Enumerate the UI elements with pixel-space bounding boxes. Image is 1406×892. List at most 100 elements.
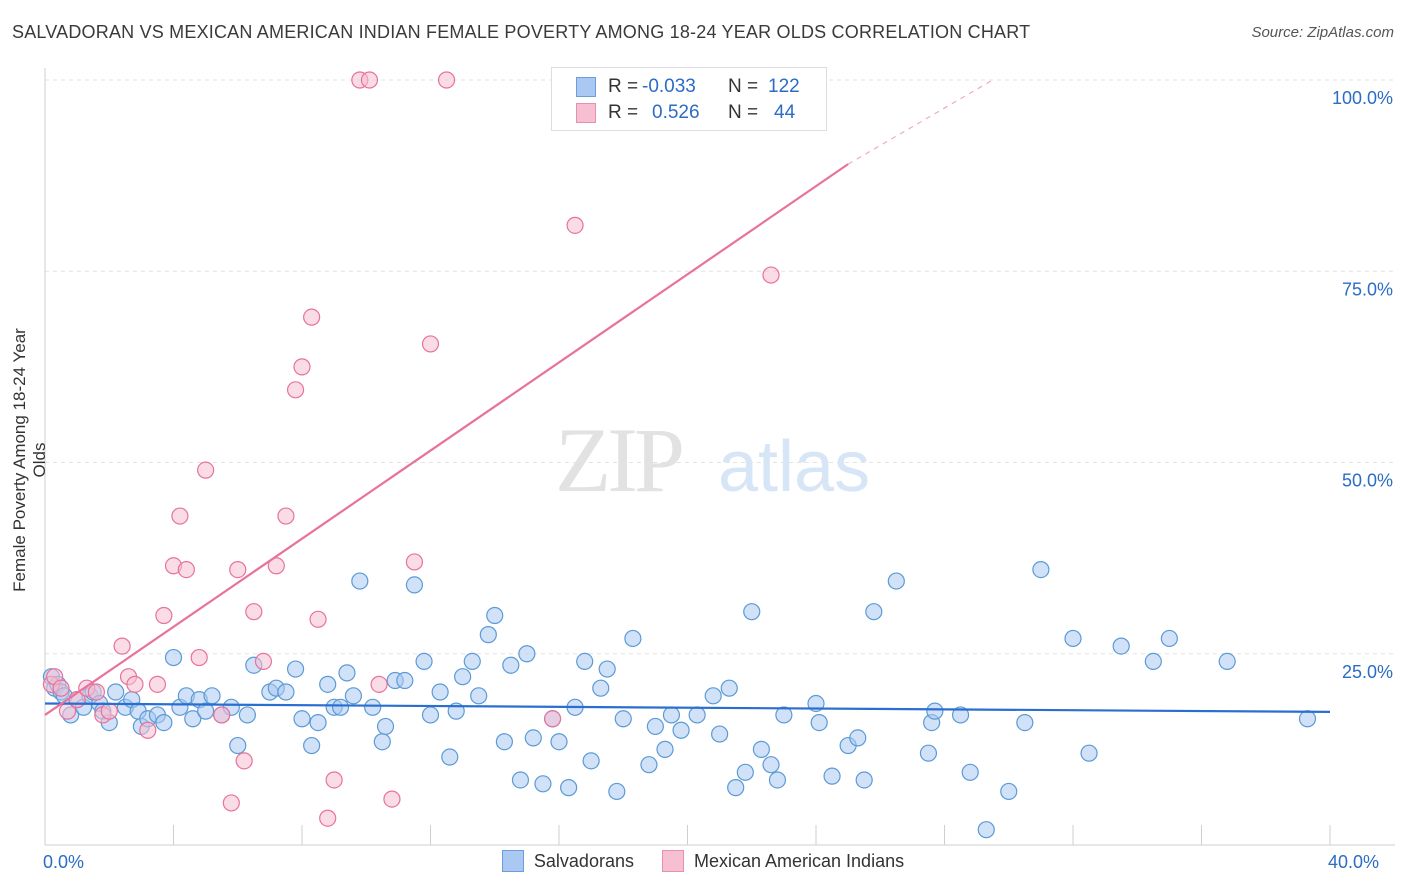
stats-row-mexican-american-indians: R = 0.526 N = 44	[576, 100, 795, 126]
salvadorans-point	[1016, 713, 1034, 732]
legend-item-salvadorans[interactable]: Salvadorans	[501, 850, 634, 872]
mexican-american-indians-swatch	[576, 103, 596, 123]
mexican-american-indians-point	[222, 794, 240, 812]
salvadorans-point	[309, 713, 327, 732]
salvadorans-point	[373, 733, 391, 751]
salvadorans-point	[338, 664, 356, 682]
salvadorans-point	[865, 603, 883, 621]
y-tick-label: 75.0%	[1342, 279, 1393, 299]
mexican-american-indians-point	[309, 610, 327, 628]
salvadorans-point	[107, 683, 125, 701]
mexican-american-indians-point	[762, 266, 780, 284]
salvadorans-point	[511, 771, 530, 789]
mexican-american-indians-point	[277, 507, 295, 525]
mexican-american-indians-point	[113, 637, 131, 655]
salvadorans-point	[1112, 637, 1130, 655]
salvadorans-point	[736, 763, 754, 781]
salvadorans-point	[197, 702, 215, 720]
mexican-american-indians-point	[229, 560, 247, 579]
y-axis-label: Female Poverty Among 18-24 Year Olds	[10, 328, 49, 592]
mexican-american-indians-point	[566, 216, 584, 234]
n-value: 44	[774, 102, 796, 123]
n-label: N =	[728, 76, 759, 97]
salvadorans-point	[1000, 782, 1018, 801]
salvadorans-point	[518, 645, 536, 663]
salvadorans-point	[762, 756, 780, 774]
grid-lines	[45, 79, 1395, 655]
r-value: -0.033	[642, 76, 696, 97]
watermark-zip: ZIP	[555, 409, 682, 511]
salvadorans-point	[1080, 744, 1098, 762]
salvadorans-point	[486, 606, 504, 625]
salvadorans-point	[203, 687, 221, 705]
salvadorans-point	[919, 744, 938, 762]
legend-item-mexican-american-indians[interactable]: Mexican American Indians	[661, 850, 904, 872]
mexican-american-indians-point	[383, 790, 401, 808]
salvadorans-point	[598, 660, 616, 678]
salvadorans-point	[286, 660, 305, 678]
salvadorans-point	[155, 713, 173, 732]
salvadorans-point	[711, 725, 729, 743]
salvadorans-point	[405, 576, 424, 594]
salvadorans-point	[1032, 560, 1050, 579]
salvadorans-point	[592, 679, 610, 697]
mexican-american-indians-trend-extension	[847, 79, 993, 165]
salvadorans-point	[727, 779, 745, 797]
salvadorans-point	[582, 752, 600, 770]
mexican-american-indians-point	[155, 606, 173, 625]
mexican-american-indians-point	[325, 771, 343, 789]
salvadorans-point	[524, 729, 542, 747]
salvadorans-point	[560, 779, 578, 797]
mexican-american-indians-point	[254, 652, 273, 671]
salvadorans-point	[752, 740, 770, 758]
salvadorans-point	[303, 736, 321, 755]
salvadorans-point	[576, 652, 594, 671]
legend-label-salvadorans: Salvadorans	[533, 850, 634, 871]
mexican-american-indians-point	[303, 308, 321, 326]
salvadorans-point	[421, 706, 440, 724]
salvadorans-point	[1218, 652, 1236, 671]
mexican-american-indians-point	[543, 710, 562, 728]
salvadorans-point	[849, 729, 867, 747]
mexican-american-indians-point	[405, 553, 424, 571]
salvadorans-point	[743, 603, 761, 621]
mexican-american-indians-point	[177, 560, 195, 579]
salvadorans-point	[608, 782, 626, 801]
salvadorans-point	[344, 687, 362, 705]
salvadorans-point	[502, 656, 520, 674]
x-tick-max: 40.0%	[1328, 852, 1380, 872]
salvadorans-point	[810, 713, 828, 732]
salvadorans-point	[951, 706, 970, 724]
salvadorans-point	[364, 698, 382, 716]
salvadorans-point	[293, 710, 311, 728]
mexican-american-indians-point	[437, 71, 456, 89]
salvadorans-point	[550, 733, 568, 751]
mexican-american-indians-point	[139, 721, 157, 739]
mexican-american-indians-point	[171, 507, 189, 525]
salvadorans-point	[277, 683, 295, 701]
salvadorans-point	[238, 706, 256, 724]
mexican-american-indians-point	[148, 675, 167, 693]
salvadorans-point	[656, 740, 674, 758]
salvadorans-point	[184, 710, 202, 728]
salvadorans-point	[164, 648, 183, 667]
mexican-american-indians-point	[293, 358, 311, 376]
salvadorans-point	[855, 771, 873, 789]
salvadorans-point	[720, 679, 738, 697]
salvadorans-point	[463, 652, 481, 671]
salvadorans-point	[534, 775, 552, 793]
mexican-american-indians-point	[370, 675, 388, 693]
y-tick-labels: 25.0% 50.0% 75.0% 100.0%	[1332, 88, 1393, 682]
y-tick-label: 50.0%	[1342, 471, 1393, 491]
salvadorans-point	[704, 687, 722, 705]
mexican-american-indians-point	[197, 461, 215, 479]
mexican-american-indians-point	[52, 679, 70, 697]
mexican-american-indians-trend-line	[44, 163, 849, 716]
series-legend: Salvadorans Mexican American Indians	[0, 850, 1406, 872]
salvadorans-point	[351, 572, 369, 590]
salvadorans-point	[331, 698, 350, 716]
salvadorans-point	[229, 736, 247, 755]
y-tick-label: 100.0%	[1332, 88, 1393, 108]
r-label: R =	[608, 102, 639, 123]
salvadorans-point	[823, 767, 841, 785]
